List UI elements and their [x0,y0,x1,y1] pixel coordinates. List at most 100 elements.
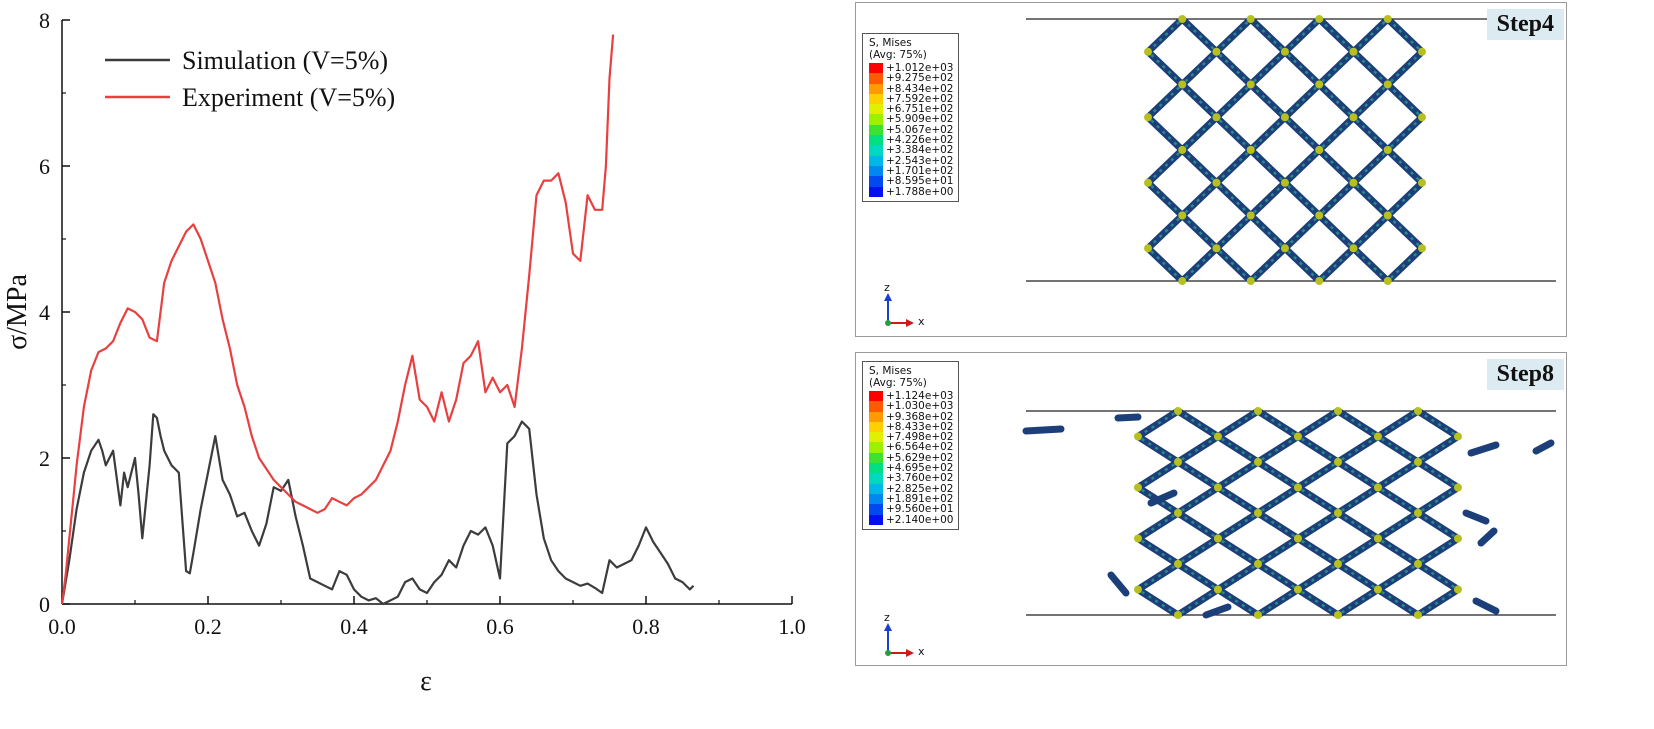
strut [1294,509,1342,542]
legend-row: +6.564e+02 [869,442,953,453]
strut [1350,146,1392,187]
strut [1254,535,1302,568]
strut [1294,407,1342,440]
legend-row: +3.384e+02 [869,144,954,157]
strut [1214,509,1262,542]
broken-strut-fragment [1022,425,1065,435]
node-hotspot [1144,244,1152,253]
strut [1174,407,1222,440]
strut [1254,433,1302,466]
strut [1144,15,1186,56]
legend-swatch [869,165,883,177]
chart-legend: Simulation (V=5%) Experiment (V=5%) [105,46,395,112]
strut [1414,458,1462,491]
x-tick-label: 0.4 [340,614,368,639]
fea-panel-step8: Step8 S, Mises (Avg: 75%) +1.124e+03 +1.0… [855,352,1567,666]
legend-row: +4.226e+02 [869,135,953,145]
strut [1134,560,1182,593]
legend-title: S, Mises [869,37,912,49]
strut [1214,586,1262,619]
series-line-experiment [60,34,615,605]
node-hotspot [1281,113,1289,122]
legend-row: +1.701e+02 [869,166,953,176]
strut [1315,113,1357,154]
strut [1294,458,1342,491]
node-hotspot [1144,113,1152,122]
strut [1214,433,1262,466]
legend-row: +7.498e+02 [869,432,953,443]
strut [1178,15,1220,56]
lattice-struts [1144,15,1426,285]
triad-z-label: z [884,281,890,294]
broken-strut-fragment [1477,527,1498,547]
strut [1334,407,1382,440]
strut [1144,113,1186,154]
node-hotspot [1374,432,1382,441]
legend-swatch [869,391,883,402]
legend-value: +2.825e+02 [886,482,954,495]
strut [1213,15,1255,56]
strut [1254,407,1302,440]
strut [1281,244,1323,285]
node-hotspot [1383,211,1392,220]
strut [1350,212,1392,252]
node-hotspot [1174,509,1182,517]
legend-value: +8.433e+02 [886,420,954,433]
node-hotspot [1414,407,1422,415]
strut [1414,586,1462,619]
legend-row: +1.012e+03 [869,63,953,73]
y-axis-title: σ/MPa [2,274,33,350]
legend-value: +5.629e+02 [886,451,954,464]
strut [1374,586,1422,619]
node-hotspot [1414,611,1422,619]
strut [1374,484,1422,517]
legend-swatch [869,432,883,443]
legend-swatch [869,504,883,515]
legend-swatch [869,104,883,115]
legend-value: +5.067e+02 [886,123,954,136]
node-hotspot [1214,585,1222,594]
strut [1350,244,1392,285]
node-hotspot [1178,146,1187,154]
lattice-mesh-step8 [1022,407,1556,619]
strut [1334,586,1382,619]
strut [1414,407,1462,440]
broken-strut-fragment [1532,439,1555,455]
chart-ticks: 0.0 0.2 0.4 0.6 0.8 1.0 0 2 4 6 8 [39,8,806,639]
legend-value: +5.909e+02 [886,113,954,126]
strut [1144,48,1186,88]
broken-strut-fragment [1114,413,1142,422]
node-hotspot [1214,432,1222,441]
node-hotspot [1174,560,1182,568]
node-hotspot [1294,585,1302,594]
legend-row: +8.434e+02 [869,83,953,94]
node-hotspot [1349,178,1358,187]
legend-swatch [869,114,883,125]
legend-value: +3.384e+02 [886,144,954,157]
strut [1178,244,1220,285]
node-hotspot [1144,47,1152,56]
strut [1294,535,1342,568]
node-hotspot [1315,211,1324,220]
node-hotspot [1294,534,1302,543]
legend-value: +4.226e+02 [886,134,954,147]
strut [1281,15,1323,56]
strut [1178,146,1220,187]
legend-swatch [869,135,883,146]
strut [1315,146,1357,187]
node-hotspot [1134,585,1142,594]
strut [1384,48,1426,88]
strut [1134,535,1182,568]
strut [1334,560,1382,593]
contour-legend-step4: S, Mises (Avg: 75%) +1.012e+03 +9.275e+02… [862,33,960,202]
node-hotspot [1334,458,1342,466]
strut [1247,179,1289,219]
strut [1334,458,1382,491]
legend-row: +2.140e+00 [869,514,953,525]
node-hotspot [1178,211,1187,220]
strut [1281,81,1323,121]
strut [1178,81,1220,121]
node-hotspot [1254,407,1262,415]
strut [1144,81,1186,121]
step-badge-step8: Step8 [1486,359,1564,390]
